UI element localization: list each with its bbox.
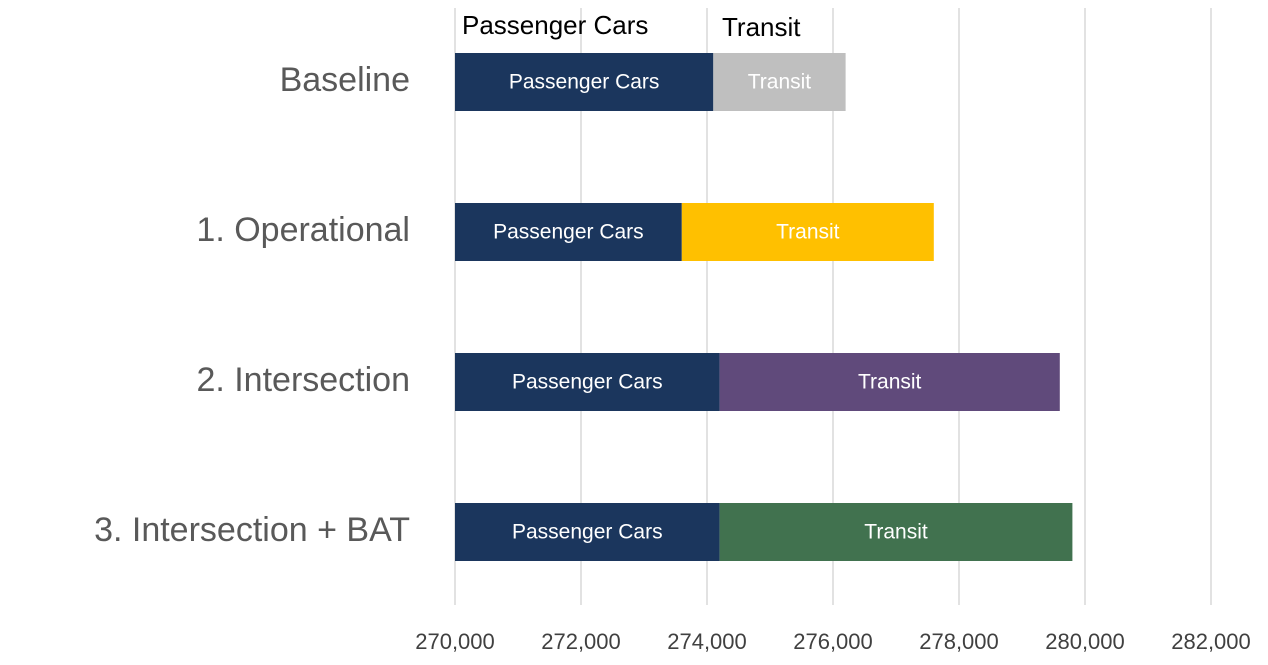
category-label: Baseline bbox=[280, 61, 410, 99]
x-tick-label: 280,000 bbox=[1045, 629, 1125, 654]
bar-segment bbox=[719, 353, 1060, 411]
legend-label: Transit bbox=[722, 12, 801, 42]
x-tick-label: 276,000 bbox=[793, 629, 873, 654]
bar-segment bbox=[455, 53, 714, 111]
data-label: Transit bbox=[776, 221, 840, 244]
x-tick-label: 272,000 bbox=[541, 629, 621, 654]
bar-segment bbox=[719, 503, 1073, 561]
x-tick-label: 270,000 bbox=[415, 629, 495, 654]
data-label: Passenger Cars bbox=[512, 521, 663, 544]
bar-segment bbox=[713, 53, 846, 111]
bar-segment bbox=[455, 203, 682, 261]
category-label: 3. Intersection + BAT bbox=[94, 511, 410, 549]
category-label: 2. Intersection bbox=[196, 361, 410, 399]
data-label: Transit bbox=[864, 521, 928, 544]
x-tick-label: 278,000 bbox=[919, 629, 999, 654]
category-label: 1. Operational bbox=[196, 211, 410, 249]
legend-label: Passenger Cars bbox=[462, 10, 648, 40]
data-label: Passenger Cars bbox=[493, 221, 644, 244]
bar-segment bbox=[681, 203, 934, 261]
data-label: Transit bbox=[748, 71, 812, 94]
data-label: Passenger Cars bbox=[512, 371, 663, 394]
x-tick-label: 274,000 bbox=[667, 629, 747, 654]
data-label: Transit bbox=[858, 371, 922, 394]
data-label: Passenger Cars bbox=[509, 71, 660, 94]
x-tick-label: 282,000 bbox=[1171, 629, 1251, 654]
bar-segment bbox=[455, 353, 720, 411]
bar-segment bbox=[455, 503, 720, 561]
